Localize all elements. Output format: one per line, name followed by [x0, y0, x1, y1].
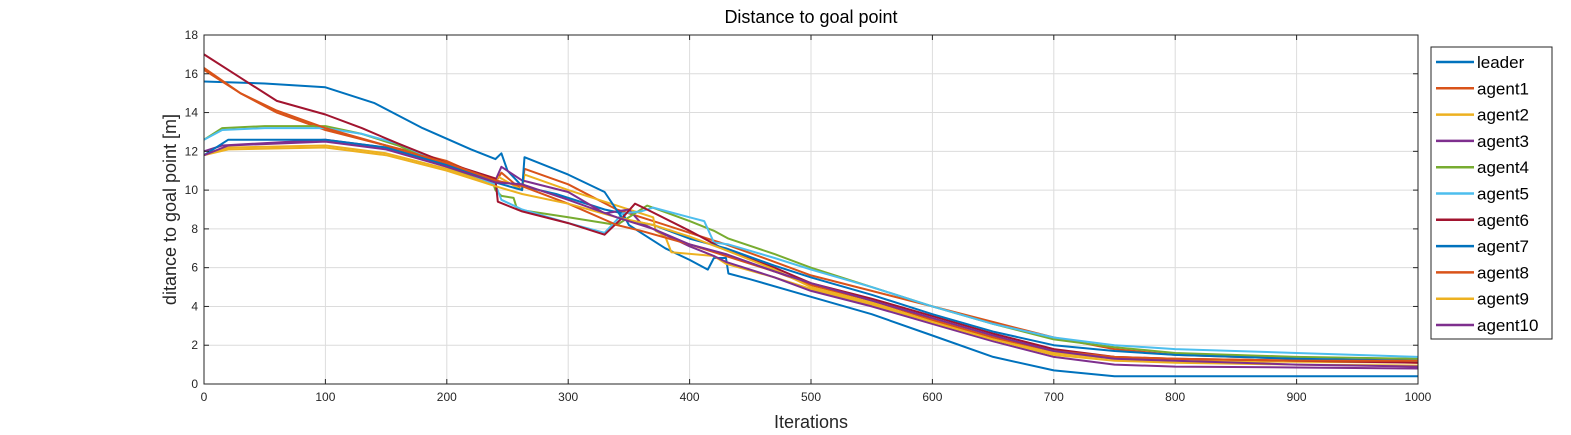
series-line-agent9	[203, 146, 1419, 367]
x-tick-label: 400	[680, 390, 700, 404]
series-layer	[203, 53, 1419, 378]
series-line-leader	[203, 80, 1418, 378]
y-axis-title: ditance to goal point [m]	[160, 114, 180, 305]
y-tick-label: 4	[191, 299, 198, 313]
legend: leader agent1 agent2 agent3 agent4 agent5 agen…	[1430, 46, 1553, 340]
legend-label-leader: leader	[1477, 53, 1525, 72]
legend-label-agent1: agent1	[1477, 79, 1529, 98]
series-line-agent10	[203, 140, 1419, 368]
y-tick-label: 18	[185, 28, 199, 42]
x-tick-label: 800	[1165, 390, 1185, 404]
x-axis-title: Iterations	[774, 412, 848, 432]
x-tick-label: 200	[437, 390, 457, 404]
y-tick-label: 8	[191, 222, 198, 236]
legend-label-agent7: agent7	[1477, 237, 1529, 256]
x-tick-label: 100	[315, 390, 335, 404]
x-tick-label: 900	[1287, 390, 1307, 404]
y-tick-label: 6	[191, 261, 198, 275]
x-tick-label: 600	[922, 390, 942, 404]
y-tick-label: 16	[185, 67, 199, 81]
x-tick-label: 700	[1044, 390, 1064, 404]
x-tick-label: 1000	[1405, 390, 1432, 404]
y-tick-label: 0	[191, 377, 198, 391]
legend-label-agent3: agent3	[1477, 132, 1529, 151]
legend-label-agent8: agent8	[1477, 263, 1529, 282]
y-tick-label: 14	[185, 106, 199, 120]
series-line-agent6	[203, 53, 1419, 364]
y-tick-label: 10	[185, 183, 199, 197]
legend-label-agent2: agent2	[1477, 106, 1529, 125]
series-line-agent5	[203, 127, 1419, 358]
legend-label-agent6: agent6	[1477, 211, 1529, 230]
legend-label-agent9: agent9	[1477, 290, 1529, 309]
chart-title: Distance to goal point	[724, 7, 897, 27]
x-tick-label: 300	[558, 390, 578, 404]
legend-label-agent5: agent5	[1477, 185, 1529, 204]
legend-label-agent10: agent10	[1477, 316, 1538, 335]
tick-layer: 0 100 200 300 400 500 600 700 800 900 1000 0 2 4 6 8 10 1…	[185, 28, 1432, 404]
x-tick-label: 0	[201, 390, 208, 404]
x-tick-label: 500	[801, 390, 821, 404]
legend-label-agent4: agent4	[1477, 158, 1529, 177]
y-tick-label: 2	[191, 338, 198, 352]
y-tick-label: 12	[185, 144, 199, 158]
